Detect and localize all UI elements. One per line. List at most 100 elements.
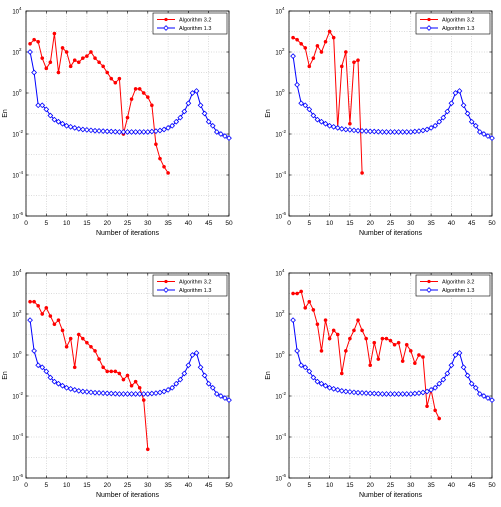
data-point [489,135,495,141]
data-point [112,128,119,135]
x-tick-label: 25 [387,482,395,489]
data-point [367,390,374,397]
data-point [59,382,66,389]
y-axis-label: En [2,371,9,380]
data-point [306,368,313,375]
data-point [222,133,228,139]
data-point [411,390,418,397]
data-point [173,118,180,125]
x-tick-label: 30 [407,482,415,489]
data-point [299,41,304,46]
data-point [141,91,146,95]
data-point [335,332,340,337]
y-tick-exponent: 2 [282,47,285,52]
data-point [35,102,42,109]
y-tick-exponent: 4 [19,6,22,11]
x-tick-label: 0 [24,220,28,227]
data-point [319,349,324,353]
data-point [67,123,74,130]
x-tick-label: 0 [287,220,291,227]
data-point [104,128,111,135]
data-point [193,350,200,356]
data-point [181,370,188,377]
data-point [47,112,54,119]
data-point [364,336,368,341]
legend-label: Algorithm 3.2 [179,18,211,24]
data-point [468,118,475,125]
data-point [56,70,61,75]
y-tick-exponent: -4 [282,170,286,175]
data-point [44,66,49,71]
data-point [148,390,155,397]
data-point [169,122,176,129]
data-point [396,340,401,345]
x-tick-label: 25 [124,482,132,489]
data-point [64,50,69,54]
data-point [97,357,101,361]
data-point [136,129,143,135]
data-point [387,129,394,135]
data-point [27,49,33,55]
data-point [295,37,299,42]
data-point [141,398,146,402]
data-point [355,127,361,134]
data-point [105,70,110,75]
data-point [407,391,414,397]
data-point [84,127,90,133]
data-point [144,129,151,135]
data-point [71,124,78,131]
data-point [314,116,321,123]
data-point [400,359,405,363]
y-tick-label: 10 [12,477,19,483]
data-point [485,133,491,139]
y-tick-exponent: -4 [19,170,23,175]
data-point [140,129,147,135]
y-tick-label: 10 [275,51,282,57]
data-point [452,352,459,358]
data-point [432,384,439,391]
data-point [425,404,429,409]
data-point [476,391,483,397]
data-point [347,389,353,395]
data-point [132,129,139,135]
legend-label: Algorithm 3.2 [442,18,474,24]
x-axis-label: Number of iterations [96,230,160,237]
data-point [197,102,204,109]
data-point [201,372,208,379]
data-point [63,384,70,391]
y-tick-label: 10 [275,272,282,278]
data-point [334,386,341,393]
data-point [80,56,85,61]
data-point [56,318,61,322]
series-algorithm-1-3 [27,317,232,403]
y-tick-exponent: -2 [282,391,286,396]
y-tick-label: 10 [275,174,282,180]
data-point [197,364,204,371]
data-point [291,291,295,296]
y-tick-exponent: 4 [282,6,285,11]
data-point [104,390,111,397]
y-tick-label: 10 [12,51,19,57]
data-point [48,314,53,318]
data-point [310,374,317,381]
data-point [39,102,46,109]
y-tick-exponent: -6 [19,473,23,478]
data-point [424,388,430,395]
data-point [343,349,348,353]
x-tick-label: 50 [488,482,496,489]
data-point [356,58,360,63]
data-point [472,384,479,391]
legend-label: Algorithm 3.2 [442,280,474,286]
data-point [128,129,135,135]
data-point [452,90,459,96]
data-point [395,391,402,397]
data-point [148,128,155,135]
data-point [481,131,487,137]
data-point [334,124,341,131]
y-tick-label: 10 [12,395,19,401]
data-point [326,384,333,391]
y-tick-label: 10 [275,354,282,360]
data-point [367,128,374,135]
data-point [310,112,317,119]
